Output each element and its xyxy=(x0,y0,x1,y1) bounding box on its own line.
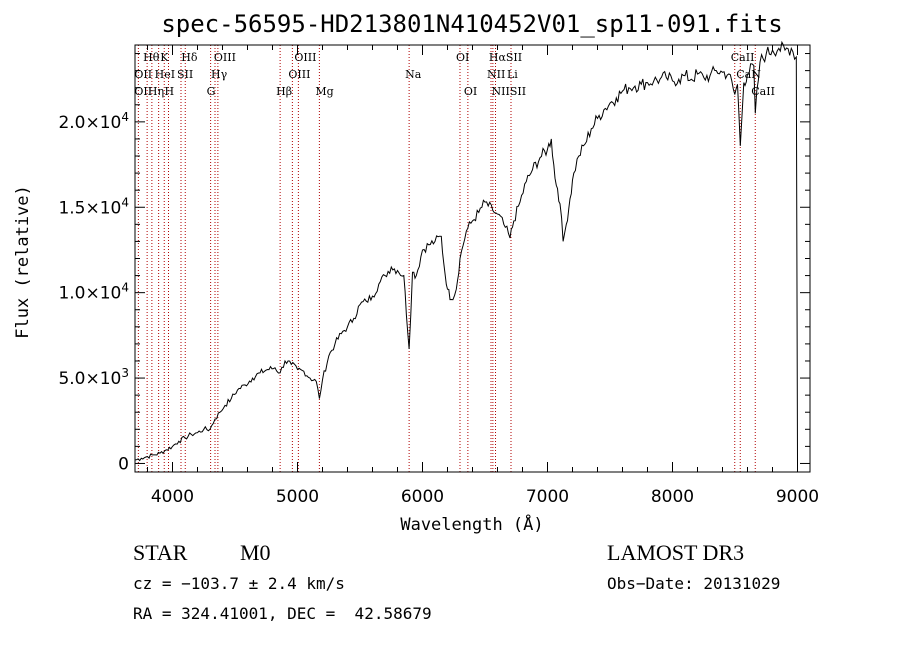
x-tick-label: 7000 xyxy=(526,487,569,507)
object-subclass: M0 xyxy=(240,540,271,565)
object-class: STAR xyxy=(133,540,188,565)
x-tick-label: 5000 xyxy=(276,487,319,507)
spectral-line-label: Hγ xyxy=(211,68,228,81)
x-tick-label: 9000 xyxy=(776,487,819,507)
y-tick-label: 0 xyxy=(118,454,129,474)
y-axis-ticks: 0 5.0×103 1.0×104 1.5×104 2.0×104 xyxy=(58,53,810,474)
spectral-line-label: NII xyxy=(487,68,505,81)
spectral-line-label: SII xyxy=(177,68,193,81)
redshift-velocity: cz = −103.7 ± 2.4 km/s xyxy=(133,574,345,593)
spectral-line-label: OI xyxy=(456,51,469,64)
spectral-line-label: Hη xyxy=(148,85,164,98)
spectral-line-label: OII xyxy=(134,68,152,81)
x-axis-ticks: 4000 5000 6000 7000 8000 9000 xyxy=(147,45,819,507)
spectral-line-label: NIISII xyxy=(492,85,527,98)
spectral-line-label: Na xyxy=(405,68,422,81)
chart-title: spec-56595-HD213801N410452V01_sp11-091.f… xyxy=(161,10,782,38)
spectral-line-label: K xyxy=(160,51,169,64)
x-tick-label: 8000 xyxy=(651,487,694,507)
x-axis-label: Wavelength (Å) xyxy=(400,513,543,535)
spectral-line-label: Hβ xyxy=(276,85,292,98)
spectral-line-label: HαSII xyxy=(489,51,522,64)
plot-frame xyxy=(134,44,811,473)
spectral-line-label: H xyxy=(165,85,175,98)
spectral-line-label: OII xyxy=(134,85,152,98)
y-tick-label: 2.0×104 xyxy=(58,110,129,133)
spectral-line-label: OIII xyxy=(294,51,316,64)
spectral-line-label: OI xyxy=(464,85,477,98)
survey-name: LAMOST DR3 xyxy=(607,540,745,565)
spectral-line-label: Hθ xyxy=(143,51,160,64)
x-tick-label: 6000 xyxy=(401,487,444,507)
x-tick-label: 4000 xyxy=(151,487,194,507)
spectral-line-label: Mg xyxy=(315,85,333,98)
spectral-line-label: OIII xyxy=(288,68,310,81)
observation-date: Obs−Date: 20131029 xyxy=(607,574,781,593)
spectral-line-markers xyxy=(137,45,756,472)
spectral-line-label: HeI xyxy=(155,68,175,81)
spectral-line-label: Hδ xyxy=(181,51,198,64)
spectral-line-label: G xyxy=(207,85,216,98)
y-tick-label: 1.0×104 xyxy=(58,281,129,304)
coordinates: RA = 324.41001, DEC = 42.58679 xyxy=(133,604,432,623)
spectral-line-label: OIII xyxy=(214,51,236,64)
flux-series-line xyxy=(134,40,798,464)
spectral-line-label: CaN xyxy=(736,68,761,81)
y-axis-label: Flux (relative) xyxy=(13,185,33,339)
spectral-line-labels: Hθ K Hδ OIII OIII OI HαSII CaII OII HeI SII Hγ OIII N… xyxy=(134,51,775,98)
spectral-line-label: Li xyxy=(507,68,518,81)
y-tick-label: 5.0×103 xyxy=(58,366,129,389)
spectral-line-label: CaII xyxy=(731,51,755,64)
y-tick-label: 1.5×104 xyxy=(58,195,129,218)
